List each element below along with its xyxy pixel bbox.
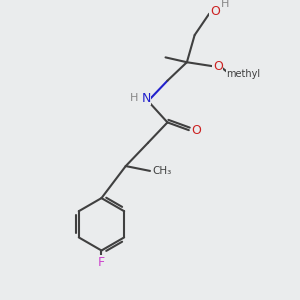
Text: methyl: methyl — [226, 69, 260, 79]
Text: H: H — [130, 93, 139, 103]
Text: CH₃: CH₃ — [152, 166, 171, 176]
Text: N: N — [141, 92, 151, 105]
Text: F: F — [98, 256, 105, 269]
Text: O: O — [192, 124, 202, 137]
Text: O: O — [213, 60, 223, 73]
Text: H: H — [220, 0, 229, 9]
Text: O: O — [210, 5, 220, 18]
